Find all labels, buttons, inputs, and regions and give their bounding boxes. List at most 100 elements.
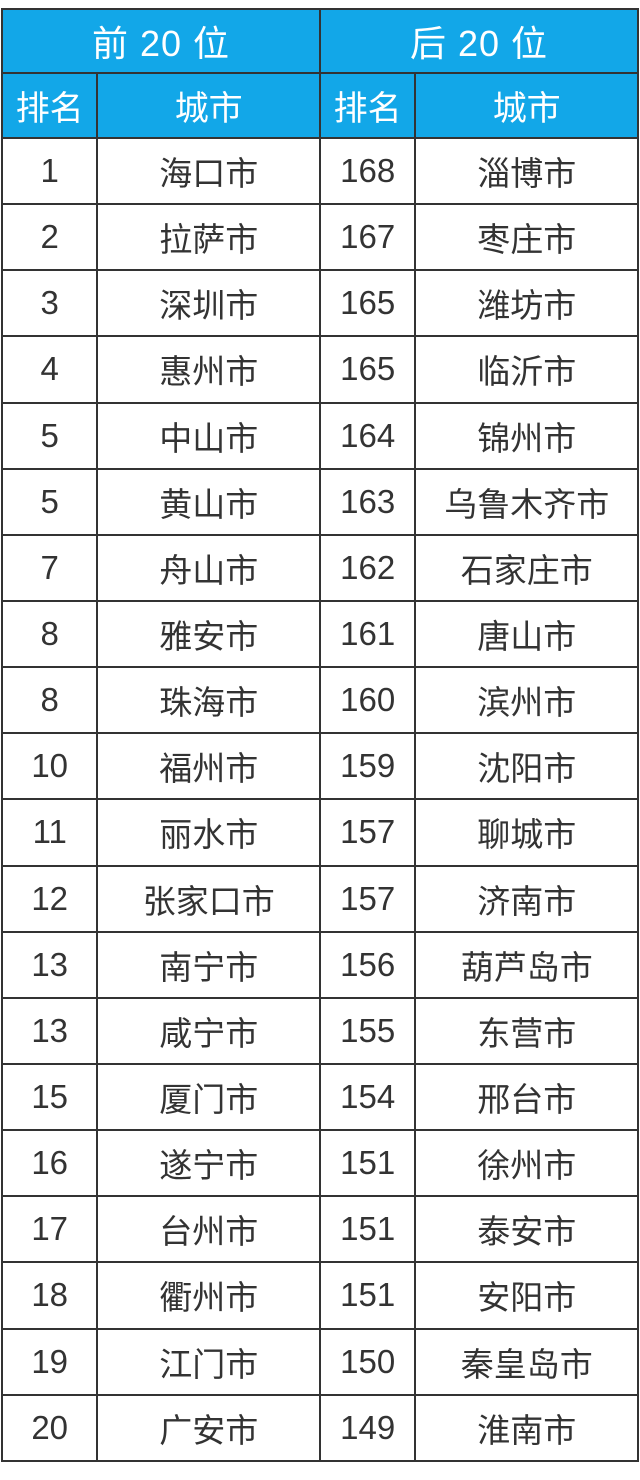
bottom-rank-cell: 157 [318, 864, 417, 933]
top-city-cell: 厦门市 [96, 1062, 321, 1132]
group-header-row: 前 20 位 后 20 位 [1, 8, 640, 74]
table-row: 17 台州市 151 泰安市 [0, 1195, 639, 1264]
bottom-city-cell: 安阳市 [414, 1261, 639, 1330]
table-row: 18 衢州市 151 安阳市 [0, 1261, 639, 1330]
table-row: 15 厦门市 154 邢台市 [0, 1062, 639, 1132]
top-rank-cell: 1 [0, 136, 99, 206]
table-row: 12 张家口市 157 济南市 [0, 864, 639, 933]
bottom-city-cell: 淄博市 [414, 136, 639, 206]
bottom-rank-cell: 151 [318, 1195, 417, 1264]
top-rank-cell: 11 [0, 798, 99, 867]
bottom-city-cell: 唐山市 [414, 599, 639, 669]
top-city-cell: 广安市 [96, 1393, 321, 1462]
group-header-top20: 前 20 位 [1, 8, 321, 74]
bottom-city-cell: 滨州市 [414, 666, 639, 735]
bottom-rank-cell: 151 [318, 1129, 417, 1198]
bottom-rank-cell: 162 [318, 533, 417, 602]
top-rank-cell: 18 [0, 1261, 99, 1330]
top-city-cell: 黄山市 [96, 467, 321, 536]
bottom-rank-cell: 156 [318, 930, 417, 999]
top-rank-cell: 16 [0, 1129, 99, 1198]
bottom-city-cell: 枣庄市 [414, 203, 639, 272]
bottom-rank-cell: 165 [318, 335, 417, 404]
bottom-city-cell: 秦皇岛市 [414, 1327, 639, 1396]
bottom-city-cell: 乌鲁木齐市 [414, 467, 639, 536]
top-rank-cell: 20 [0, 1393, 99, 1462]
top-rank-cell: 3 [0, 269, 99, 338]
top-rank-cell: 5 [0, 401, 99, 470]
table-row: 5 黄山市 163 乌鲁木齐市 [0, 467, 639, 536]
bottom-city-cell: 济南市 [414, 864, 639, 933]
table-row: 11 丽水市 157 聊城市 [0, 798, 639, 867]
table-row: 16 遂宁市 151 徐州市 [0, 1129, 639, 1198]
top-city-cell: 中山市 [96, 401, 321, 470]
table-row: 8 雅安市 161 唐山市 [0, 599, 639, 669]
bottom-rank-cell: 160 [318, 666, 417, 735]
table-row: 2 拉萨市 167 枣庄市 [0, 203, 639, 272]
top-city-cell: 江门市 [96, 1327, 321, 1396]
table-row: 13 南宁市 156 葫芦岛市 [0, 930, 639, 999]
bottom-city-cell: 泰安市 [414, 1195, 639, 1264]
bottom-rank-cell: 154 [318, 1062, 417, 1132]
top-rank-cell: 10 [0, 732, 99, 801]
table-row: 1 海口市 168 淄博市 [0, 136, 639, 206]
bottom-rank-cell: 155 [318, 996, 417, 1065]
top-rank-cell: 5 [0, 467, 99, 536]
top-rank-cell: 8 [0, 599, 99, 669]
bottom-rank-cell: 167 [318, 203, 417, 272]
top-rank-cell: 2 [0, 203, 99, 272]
top-city-cell: 衢州市 [96, 1261, 321, 1330]
table-row: 13 咸宁市 155 东营市 [0, 996, 639, 1065]
top-city-cell: 雅安市 [96, 599, 321, 669]
top-city-cell: 海口市 [96, 136, 321, 206]
table-row: 20 广安市 149 淮南市 [0, 1393, 639, 1462]
top-city-cell: 丽水市 [96, 798, 321, 867]
bottom-city-cell: 徐州市 [414, 1129, 639, 1198]
top-city-cell: 南宁市 [96, 930, 321, 999]
top-rank-cell: 15 [0, 1062, 99, 1132]
top-rank-cell: 8 [0, 666, 99, 735]
city-ranking-table: 前 20 位 后 20 位 排名 城市 排名 城市 1 海口市 168 淄博市 2 拉萨市… [0, 8, 640, 1462]
col-header-city-right: 城市 [414, 72, 639, 139]
top-rank-cell: 7 [0, 533, 99, 602]
top-city-cell: 张家口市 [96, 864, 321, 933]
table-body: 1 海口市 168 淄博市 2 拉萨市 167 枣庄市 3 深圳市 165 潍坊市 4 惠州市 165 临沂市… [0, 136, 639, 1462]
top-city-cell: 珠海市 [96, 666, 321, 735]
top-city-cell: 台州市 [96, 1195, 321, 1264]
bottom-city-cell: 淮南市 [414, 1393, 639, 1462]
table-row: 8 珠海市 160 滨州市 [0, 666, 639, 735]
bottom-rank-cell: 157 [318, 798, 417, 867]
bottom-city-cell: 石家庄市 [414, 533, 639, 602]
bottom-rank-cell: 159 [318, 732, 417, 801]
top-city-cell: 惠州市 [96, 335, 321, 404]
top-city-cell: 遂宁市 [96, 1129, 321, 1198]
table-row: 5 中山市 164 锦州市 [0, 401, 639, 470]
table-row: 10 福州市 159 沈阳市 [0, 732, 639, 801]
bottom-city-cell: 邢台市 [414, 1062, 639, 1132]
bottom-city-cell: 锦州市 [414, 401, 639, 470]
bottom-city-cell: 东营市 [414, 996, 639, 1065]
bottom-rank-cell: 163 [318, 467, 417, 536]
bottom-rank-cell: 164 [318, 401, 417, 470]
bottom-rank-cell: 149 [318, 1393, 417, 1462]
col-header-rank-left: 排名 [0, 72, 99, 139]
table-header: 前 20 位 后 20 位 排名 城市 排名 城市 [0, 8, 640, 139]
bottom-city-cell: 聊城市 [414, 798, 639, 867]
group-header-bottom20: 后 20 位 [318, 8, 640, 74]
bottom-rank-cell: 161 [318, 599, 417, 669]
table-row: 7 舟山市 162 石家庄市 [0, 533, 639, 602]
top-rank-cell: 19 [0, 1327, 99, 1396]
top-rank-cell: 4 [0, 335, 99, 404]
top-city-cell: 咸宁市 [96, 996, 321, 1065]
top-city-cell: 深圳市 [96, 269, 321, 338]
bottom-city-cell: 潍坊市 [414, 269, 639, 338]
top-rank-cell: 12 [0, 864, 99, 933]
bottom-rank-cell: 151 [318, 1261, 417, 1330]
top-rank-cell: 13 [0, 996, 99, 1065]
table-row: 4 惠州市 165 临沂市 [0, 335, 639, 404]
column-header-row: 排名 城市 排名 城市 [0, 72, 639, 139]
bottom-rank-cell: 168 [318, 136, 417, 206]
bottom-city-cell: 临沂市 [414, 335, 639, 404]
top-rank-cell: 17 [0, 1195, 99, 1264]
